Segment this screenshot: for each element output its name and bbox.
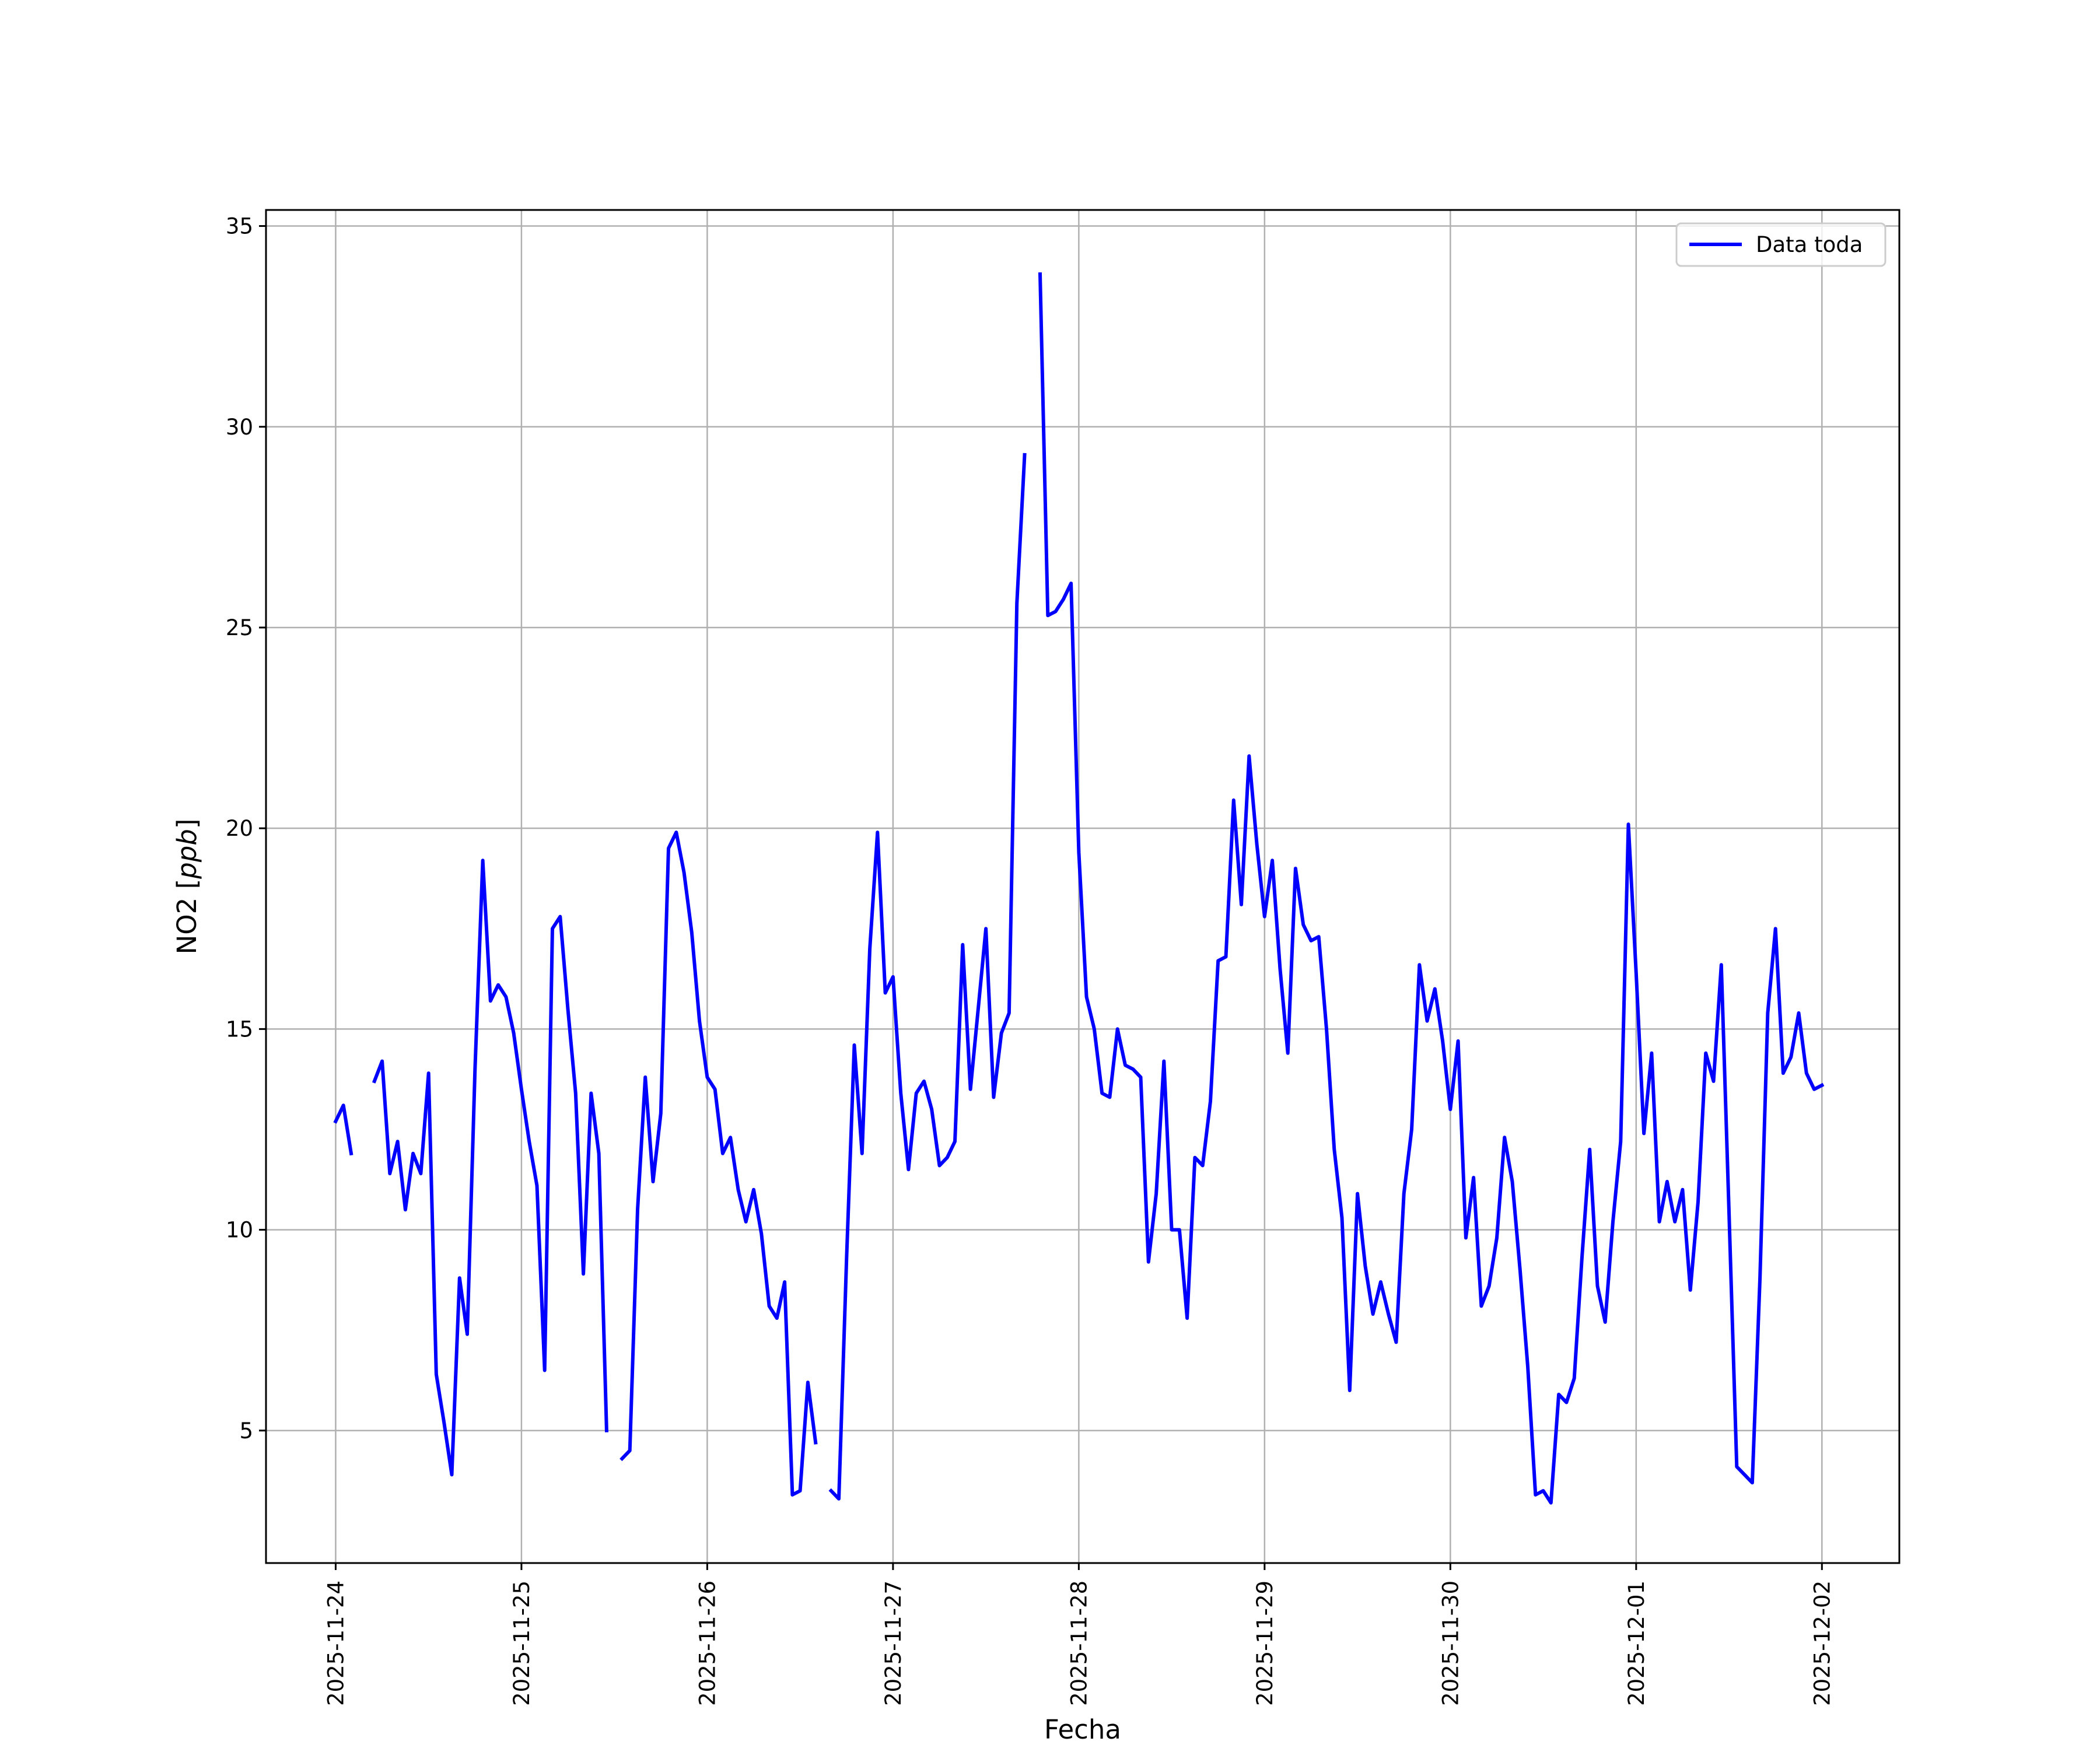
series-0-segment-2 [620,831,818,1497]
grid [266,210,1899,1563]
y-tick-label-3: 20 [226,816,253,841]
y-tick-label-6: 35 [226,214,253,239]
series-0-segment-1 [372,859,608,1477]
x-tick-label-5: 2025-11-29 [1252,1581,1278,1706]
y-axis-title-unit: ppb [172,829,202,879]
ticks: 2025-11-24 2025-11-25 2025-11-26 2025-11-27… [226,214,1835,1706]
x-tick-label-0: 2025-11-24 [323,1581,348,1706]
y-tick-label-4: 25 [226,615,253,640]
y-tick-label-5: 30 [226,415,253,440]
y-tick-label-2: 15 [226,1017,253,1042]
y-tick-label-1: 10 [226,1218,253,1243]
x-tick-label-2: 2025-11-26 [695,1581,720,1706]
series-0-segment-0 [333,1103,354,1156]
y-axis-title-prefix: NO2 [ [172,879,202,955]
series-0-segment-3 [828,453,1027,1501]
series-0-segment-4 [1038,272,1825,1505]
x-axis-title: Fecha [1044,1714,1121,1745]
plot-frame [265,209,1901,1564]
y-axis-title-suffix: ] [172,819,202,829]
y-tick-label-0: 5 [239,1418,253,1443]
x-tick-label-1: 2025-11-25 [509,1581,534,1706]
x-tick-label-6: 2025-11-30 [1438,1581,1463,1706]
x-tick-label-4: 2025-11-28 [1066,1581,1091,1706]
y-axis-title: NO2 [ppb] [172,819,202,955]
x-tick-label-3: 2025-11-27 [881,1581,906,1706]
series-layer [333,272,1825,1505]
x-tick-label-7: 2025-12-01 [1624,1581,1649,1706]
legend-label: Data toda [1756,232,1863,257]
legend-box [1675,222,1887,267]
x-tick-label-8: 2025-12-02 [1810,1581,1835,1706]
legend: Data toda [1675,222,1887,267]
